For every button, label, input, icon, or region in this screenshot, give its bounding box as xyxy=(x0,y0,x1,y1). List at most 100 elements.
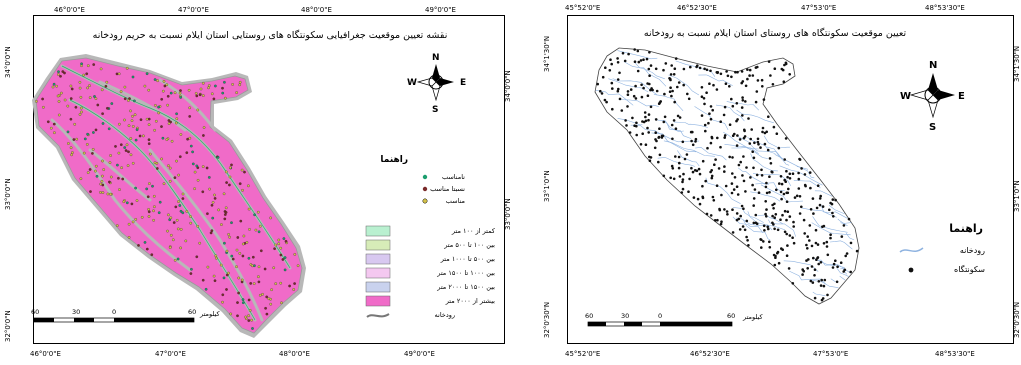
settlement-point xyxy=(740,106,744,109)
settlement-point xyxy=(191,162,195,166)
settlement-point xyxy=(238,252,242,255)
settlement-point xyxy=(106,106,109,110)
settlement-point xyxy=(222,276,226,280)
settlement-point xyxy=(752,156,756,160)
settlement-point xyxy=(176,227,180,231)
settlement-point xyxy=(636,49,640,53)
settlement-point xyxy=(774,213,778,216)
settlement-point xyxy=(719,222,723,226)
settlement-point xyxy=(802,218,806,222)
settlement-point xyxy=(670,123,674,127)
settlement-point xyxy=(819,284,823,287)
settlement-point xyxy=(815,206,819,210)
river-line xyxy=(736,109,774,124)
river-line xyxy=(695,146,727,161)
settlement-point xyxy=(173,91,177,95)
settlement-point xyxy=(74,105,78,109)
settlement-point xyxy=(273,247,276,251)
river-line xyxy=(723,131,759,150)
settlement-point xyxy=(698,202,702,206)
settlement-point xyxy=(795,194,799,198)
settlement-point xyxy=(785,254,789,257)
settlement-point xyxy=(101,122,105,125)
settlement-point xyxy=(110,102,114,105)
settlement-point xyxy=(801,273,804,276)
settlement-point xyxy=(79,95,83,99)
settlement-point xyxy=(756,137,760,141)
settlement-point xyxy=(189,144,193,148)
settlement-point xyxy=(108,180,111,184)
settlement-point xyxy=(658,101,662,104)
settlement-point xyxy=(56,94,60,98)
right-top-tick: 46°52'30"E xyxy=(677,4,717,12)
settlement-point xyxy=(716,71,720,74)
settlement-point xyxy=(788,215,792,218)
settlement-point xyxy=(251,255,255,259)
settlement-point xyxy=(782,80,786,83)
settlement-point xyxy=(70,153,73,157)
river-line xyxy=(801,207,837,218)
settlement-point xyxy=(230,163,233,167)
settlement-point xyxy=(755,173,759,177)
settlement-point xyxy=(849,241,853,245)
settlement-point xyxy=(723,165,726,168)
left-map-panel: 46°0'0"E 47°0'0"E 48°0'0"E 49°0'0"E 46°0… xyxy=(4,6,512,358)
settlement-point xyxy=(88,168,92,171)
settlement-point xyxy=(60,91,63,95)
settlement-point xyxy=(788,73,791,76)
settlement-point xyxy=(124,149,128,152)
settlement-point xyxy=(243,170,246,174)
settlement-point xyxy=(681,187,685,191)
settlement-point xyxy=(244,315,248,319)
settlement-point xyxy=(153,161,157,165)
legend-zone-swatch xyxy=(365,281,391,293)
settlement-point xyxy=(223,241,226,245)
settlement-point xyxy=(780,247,783,250)
settlement-point xyxy=(91,152,94,155)
settlement-point xyxy=(783,178,786,182)
settlement-point xyxy=(42,105,45,109)
settlement-point xyxy=(743,129,746,133)
settlement-point xyxy=(162,80,166,83)
river-line xyxy=(736,135,776,154)
settlement-point xyxy=(760,174,764,177)
settlement-point xyxy=(168,166,172,170)
settlement-point xyxy=(165,138,169,141)
settlement-point xyxy=(723,136,726,139)
right-bottom-tick: 45°52'0"E xyxy=(565,350,601,358)
settlement-point xyxy=(82,151,86,155)
river-line xyxy=(724,144,759,154)
settlement-point xyxy=(49,126,53,130)
settlement-point xyxy=(196,108,200,112)
settlement-point xyxy=(674,127,678,130)
settlement-point xyxy=(55,84,58,88)
settlement-point xyxy=(264,306,267,310)
settlement-point xyxy=(145,187,149,191)
settlement-point xyxy=(767,115,770,118)
settlement-point xyxy=(791,236,794,239)
settlement-point xyxy=(106,192,110,196)
settlement-point xyxy=(704,179,707,183)
settlement-point xyxy=(237,291,240,295)
settlement-point xyxy=(208,187,211,191)
settlement-point xyxy=(749,176,752,179)
settlement-point xyxy=(73,122,77,126)
settlement-point xyxy=(677,166,681,170)
settlement-point xyxy=(221,91,225,95)
river-line xyxy=(732,207,764,223)
settlement-point xyxy=(127,124,131,128)
river-line xyxy=(793,180,821,189)
settlement-point xyxy=(196,178,200,182)
settlement-point xyxy=(657,136,660,139)
settlement-point xyxy=(236,301,239,304)
settlement-point xyxy=(836,265,839,269)
settlement-point xyxy=(646,94,650,97)
settlement-point xyxy=(716,136,719,140)
river-line xyxy=(618,99,659,107)
settlement-point xyxy=(269,302,273,306)
settlement-point xyxy=(147,208,150,211)
river-line xyxy=(623,61,665,80)
settlement-point xyxy=(777,146,781,150)
settlement-point xyxy=(123,146,127,149)
settlement-point xyxy=(725,70,728,73)
